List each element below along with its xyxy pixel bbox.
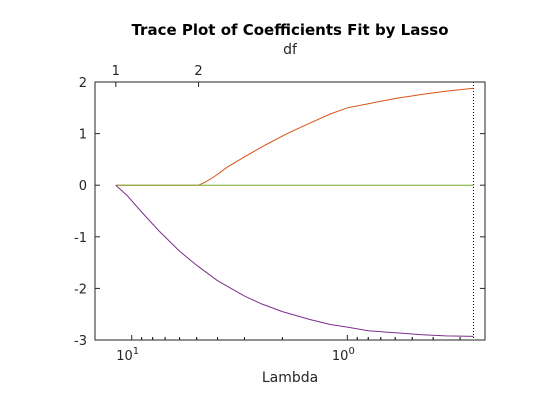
- y-tick-label: 0: [79, 179, 87, 194]
- top-axis-label: df: [283, 42, 298, 58]
- top-tick-label: 1: [112, 64, 120, 79]
- y-tick-label: 1: [79, 128, 87, 143]
- x-axis-label: Lambda: [262, 370, 318, 386]
- series-line-3: [115, 184, 474, 337]
- chart-title: Trace Plot of Coefficients Fit by Lasso: [131, 21, 448, 39]
- plot-area: 2 1 0 -1 -2 -3 101 100 1 2: [74, 64, 486, 364]
- top-tick-label: 2: [194, 64, 202, 79]
- y-tick-label: 2: [79, 76, 87, 91]
- x-tick-label: 100: [332, 346, 355, 364]
- series-line-1: [115, 87, 474, 186]
- y-tick-label: -2: [74, 282, 87, 297]
- x-tick-label: 101: [116, 346, 139, 364]
- y-tick-label: -1: [74, 231, 87, 246]
- axes-frame: [94, 81, 486, 341]
- y-tick-label: -3: [74, 334, 87, 349]
